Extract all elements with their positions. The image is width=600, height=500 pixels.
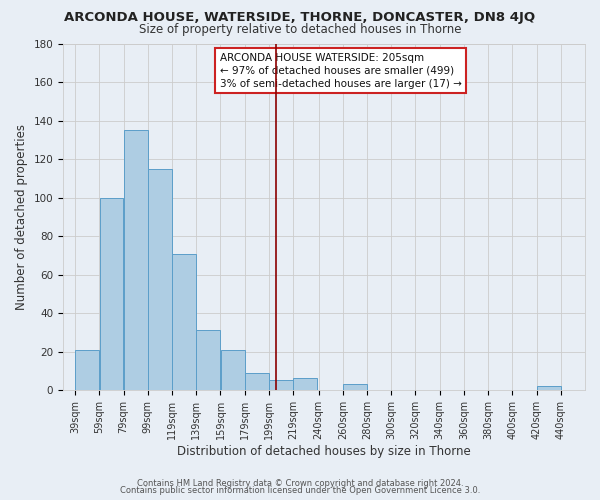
Text: Size of property relative to detached houses in Thorne: Size of property relative to detached ho… [139, 22, 461, 36]
Bar [76, 350, 99, 390]
Bar [343, 384, 367, 390]
Bar [245, 372, 269, 390]
Bar [100, 198, 124, 390]
Text: Contains HM Land Registry data © Crown copyright and database right 2024.: Contains HM Land Registry data © Crown c… [137, 478, 463, 488]
Bar [124, 130, 148, 390]
Bar [172, 254, 196, 390]
Y-axis label: Number of detached properties: Number of detached properties [15, 124, 28, 310]
Bar [537, 386, 560, 390]
Bar [293, 378, 317, 390]
Bar [148, 169, 172, 390]
Text: ARCONDA HOUSE, WATERSIDE, THORNE, DONCASTER, DN8 4JQ: ARCONDA HOUSE, WATERSIDE, THORNE, DONCAS… [64, 11, 536, 24]
X-axis label: Distribution of detached houses by size in Thorne: Distribution of detached houses by size … [177, 444, 471, 458]
Text: ARCONDA HOUSE WATERSIDE: 205sqm
← 97% of detached houses are smaller (499)
3% of: ARCONDA HOUSE WATERSIDE: 205sqm ← 97% of… [220, 52, 461, 89]
Bar [196, 330, 220, 390]
Bar [269, 380, 293, 390]
Text: Contains public sector information licensed under the Open Government Licence 3.: Contains public sector information licen… [120, 486, 480, 495]
Bar [221, 350, 245, 390]
